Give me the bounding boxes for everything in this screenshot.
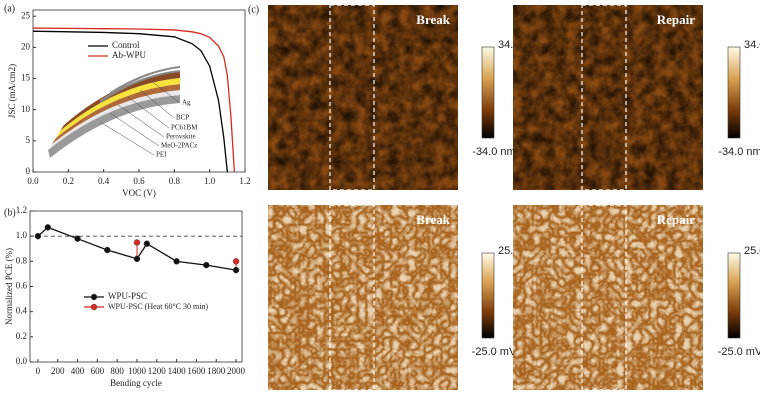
- x-tick-label: 1800: [207, 366, 226, 376]
- y-tick-label: 10: [21, 104, 31, 114]
- data-point: [74, 235, 81, 242]
- data-point: [232, 266, 240, 274]
- y-tick-label: 0: [26, 166, 31, 176]
- dashed-box: [581, 4, 627, 191]
- layer-label: PC61BM: [171, 124, 198, 132]
- x-tick-label: 1.2: [239, 176, 250, 186]
- x-tick-label: 1600: [187, 366, 206, 376]
- data-point: [133, 239, 141, 246]
- leader-line: [149, 79, 181, 104]
- afm-texture: [513, 5, 703, 190]
- colorbar: [727, 252, 741, 339]
- x-tick-label: 400: [71, 366, 85, 376]
- leader-line: [109, 112, 160, 147]
- leader-line: [127, 96, 170, 129]
- y-tick-label: 1.0: [16, 230, 28, 240]
- afm-texture: [513, 205, 703, 390]
- data-point: [232, 258, 240, 265]
- x-tick-label: 0: [36, 366, 41, 376]
- y-tick-label: 1.2: [16, 205, 27, 215]
- x-tick-label: 800: [110, 366, 124, 376]
- layer-label: PEI: [156, 151, 167, 159]
- y-tick-label: 0.4: [16, 306, 28, 316]
- data-point: [143, 240, 151, 247]
- colorbar: [727, 46, 741, 139]
- afm-label: Repair: [657, 12, 696, 27]
- panel-label: (c): [248, 4, 259, 15]
- afm-texture: [268, 5, 458, 190]
- leader-line: [139, 89, 175, 119]
- x-tick-label: 1400: [168, 366, 187, 376]
- leader-line: [99, 121, 155, 156]
- x-tick-label: 600: [91, 366, 105, 376]
- legend-label: Control: [112, 40, 140, 50]
- x-tick-label: 0.0: [27, 176, 39, 186]
- x-tick-label: 2000: [227, 366, 246, 376]
- data-point: [203, 261, 210, 269]
- x-tick-label: 0.6: [133, 176, 145, 186]
- data-point: [34, 232, 42, 240]
- x-tick-label: 1000: [128, 366, 147, 376]
- y-tick-label: 25: [21, 10, 31, 20]
- dashed-box: [329, 204, 375, 391]
- y-tick-label: 0.0: [16, 356, 28, 366]
- y-axis-label: JSC (mA/cm2): [7, 64, 17, 118]
- panel-label: (b): [4, 207, 16, 218]
- x-tick-label: 0.8: [169, 176, 181, 186]
- y-tick-label: 5: [26, 135, 31, 145]
- leader-line: [117, 104, 165, 138]
- legend-label: WPU-PSC: [108, 291, 147, 301]
- x-tick-label: 200: [51, 366, 65, 376]
- legend-label: WPU-PSC (Heat 60°C 30 min): [108, 302, 208, 311]
- legend-marker: [90, 293, 98, 301]
- plot-frame: [29, 210, 243, 363]
- afm-label: Repair: [657, 212, 696, 227]
- x-tick-label: 1200: [148, 366, 167, 376]
- y-axis-label: Normalized PCE (%): [4, 248, 14, 325]
- y-tick-label: 20: [21, 41, 31, 51]
- inset: [48, 66, 180, 158]
- layer-label: BCP: [176, 114, 189, 122]
- scale-min: -25.0 mV: [718, 346, 760, 358]
- layer-label: Perovskite: [166, 133, 196, 141]
- data-point: [133, 255, 141, 263]
- x-axis-label: Bending cycle: [110, 378, 162, 388]
- data-line: [32, 30, 228, 173]
- colorbar: [481, 46, 495, 139]
- afm-texture: [268, 205, 458, 390]
- data-point: [173, 258, 180, 265]
- y-tick-label: 0.8: [16, 255, 28, 265]
- layer-label: Ag: [182, 99, 191, 107]
- legend-label: Ab-WPU: [112, 50, 146, 60]
- scale-max: 34.0 nm: [744, 39, 760, 51]
- data-point: [104, 246, 111, 254]
- x-tick-label: 1.0: [204, 176, 216, 186]
- scale-max: 25.0 mV: [744, 245, 760, 257]
- data-point: [44, 224, 52, 231]
- afm-label: Break: [416, 12, 450, 27]
- y-tick-label: 0.6: [16, 281, 28, 291]
- dashed-box: [581, 204, 627, 391]
- dashed-box: [329, 4, 375, 191]
- scale-min: -34.0 nm: [472, 146, 515, 158]
- layer-label: MeO-2PACz: [161, 142, 197, 150]
- y-tick-label: 0.2: [16, 331, 27, 341]
- afm-label: Break: [416, 212, 450, 227]
- data-line: [32, 27, 236, 173]
- scale-min: -34.0 nm: [718, 146, 760, 158]
- panel-label: (a): [4, 3, 15, 14]
- y-tick-label: 15: [21, 73, 31, 83]
- x-tick-label: 0.4: [98, 176, 110, 186]
- x-axis-label: VOC (V): [122, 188, 156, 198]
- legend-marker: [90, 303, 98, 311]
- colorbar: [481, 252, 495, 339]
- scale-min: -25.0 mV: [472, 346, 517, 358]
- x-tick-label: 0.2: [63, 176, 74, 186]
